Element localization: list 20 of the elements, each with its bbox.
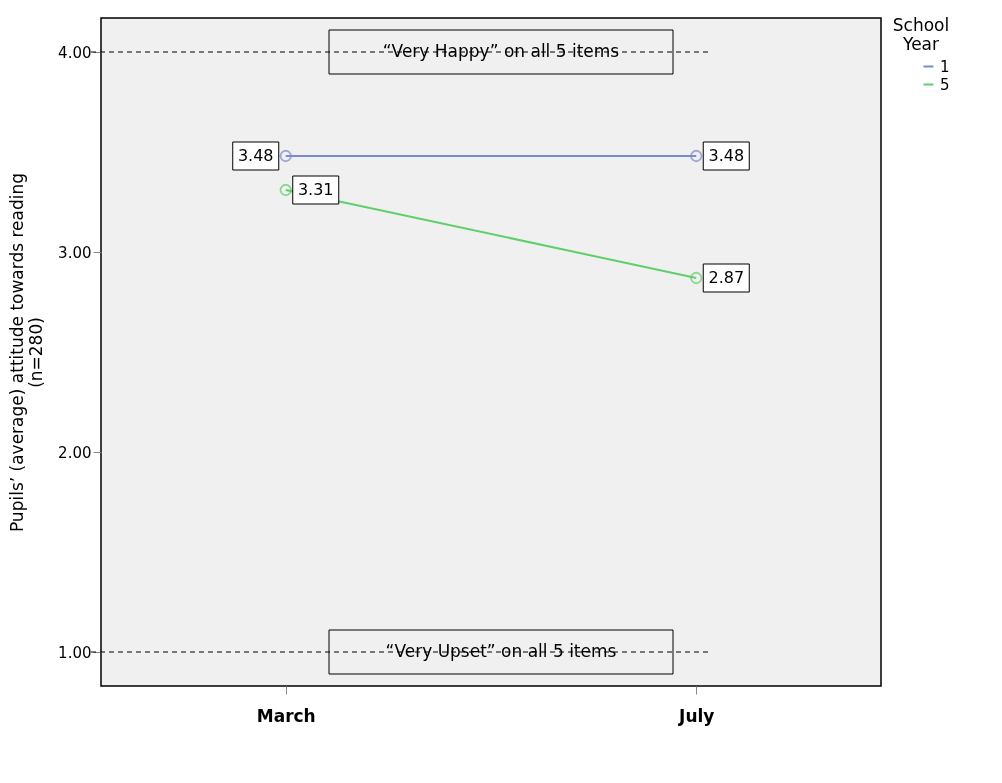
y-tick-label: 1.00 <box>58 643 92 662</box>
point <box>690 149 703 163</box>
x-tick-label: March <box>256 705 316 726</box>
legend-title: School Year <box>892 15 950 54</box>
point <box>279 183 292 197</box>
point <box>279 149 292 163</box>
data-label: 3.31 <box>297 180 334 199</box>
legend-label: 1 <box>940 57 950 76</box>
x-tick-label: July <box>678 705 715 726</box>
data-label: 3.48 <box>237 146 274 165</box>
y-axis-title: Pupils’ (average) attitude towards reading (n=280) <box>7 172 47 533</box>
point <box>690 271 703 285</box>
y-tick-label: 4.00 <box>58 43 92 62</box>
y-tick-label: 3.00 <box>58 243 92 262</box>
data-label: 3.48 <box>708 146 745 165</box>
legend-label: 5 <box>940 75 950 94</box>
data-label: 2.87 <box>708 268 745 287</box>
ref-line-label: “Very Upset” on all 5 items <box>385 641 617 661</box>
ref-line-label: “Very Happy” on all 5 items <box>382 41 620 61</box>
y-tick-label: 2.00 <box>58 443 92 462</box>
